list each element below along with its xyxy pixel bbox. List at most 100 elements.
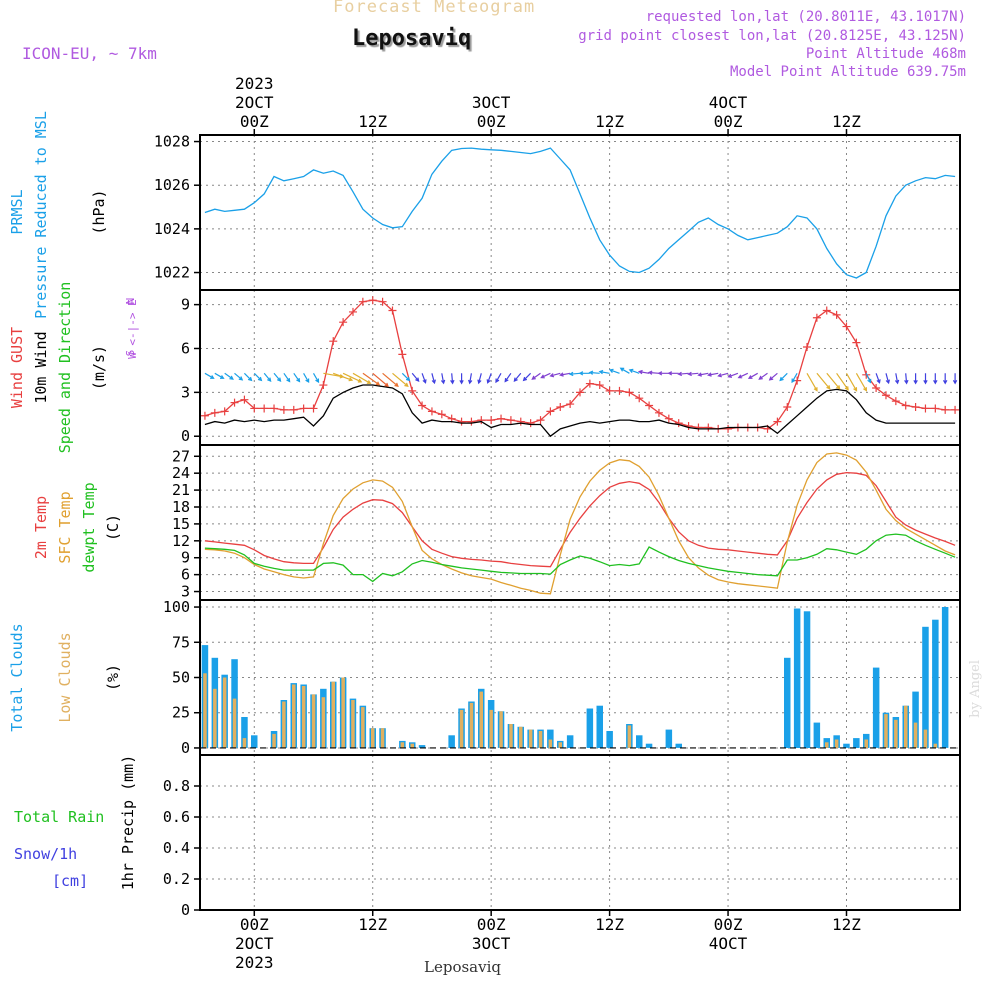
wind-direction-arrow: [431, 373, 436, 385]
wind-wind-gust-marker: [516, 417, 525, 426]
wind-direction-arrow: [747, 372, 758, 379]
pressure-prmsl-line: [204, 147, 956, 279]
wind-direction-arrow: [952, 373, 958, 385]
wind-direction-arrow: [885, 373, 890, 385]
wind-direction-arrow: [697, 372, 709, 377]
clouds-low-clouds-bar: [884, 714, 888, 748]
wind-wind-gust-marker: [881, 391, 890, 400]
wind-wind-gust-marker: [921, 404, 930, 413]
wind-wind-gust-marker: [684, 421, 693, 430]
wind-wind-gust-marker: [230, 398, 239, 407]
wind-wind-gust-marker: [822, 306, 831, 315]
precipitation-ytick-label: 0.8: [163, 777, 190, 795]
wind-wind-gust-marker: [891, 397, 900, 406]
wind-axis-label: 10m Wind: [32, 331, 50, 403]
wind-wind-gust-marker: [595, 381, 604, 390]
wind-wind-gust-marker: [487, 416, 496, 425]
wind-direction-arrow: [513, 372, 522, 382]
wind-wind-gust-marker: [645, 401, 654, 410]
wind-direction-arrow: [440, 373, 446, 385]
clouds-low-clouds-bar: [825, 742, 829, 748]
clouds-total-clouds-bar: [418, 745, 426, 748]
wind-direction-arrow: [342, 372, 363, 383]
clouds-low-clouds-bar: [351, 700, 355, 748]
temperature-axis-label: (C): [104, 514, 122, 541]
wind-direction-arrow: [836, 372, 849, 391]
wind-wind-gust-marker: [348, 307, 357, 316]
wind-direction-arrow: [657, 371, 669, 376]
wind-direction-arrow: [619, 367, 630, 374]
wind-wind-gust-marker: [220, 407, 229, 416]
wind-wind-gust-marker: [852, 338, 861, 347]
wind-direction-arrow: [791, 373, 798, 384]
clouds-low-clouds-bar: [548, 739, 553, 748]
wind-wind-gust-marker: [437, 410, 446, 419]
wind-wind-gust-marker: [546, 407, 555, 416]
clouds-total-clouds-bar: [941, 607, 949, 748]
wind-direction-arrow: [913, 373, 918, 385]
temperature-plot-area: [204, 452, 956, 595]
wind-ytick-label: 3: [181, 383, 190, 401]
clouds-total-clouds-bar: [843, 743, 850, 748]
wind-direction-arrow: [477, 373, 482, 385]
wind-direction-arrow: [362, 372, 381, 386]
wind-direction-arrow: [826, 372, 841, 390]
wind-direction-arrow: [677, 371, 689, 377]
clouds-low-clouds-bar: [282, 701, 286, 748]
wind-axis-label: Speed and Direction: [56, 282, 74, 454]
clouds-low-clouds-bar: [311, 694, 316, 748]
clouds-low-clouds-bar: [232, 698, 237, 748]
wind-axis-label: (m/s): [90, 345, 108, 390]
clouds-low-clouds-bar: [864, 739, 868, 748]
wind-direction-arrow: [421, 373, 427, 384]
clouds-low-clouds-bar: [380, 728, 385, 748]
wind-wind-gust-marker: [398, 350, 407, 359]
wind-direction-arrow: [392, 372, 409, 388]
wind-wind-gust-marker: [279, 405, 288, 414]
temperature-ytick-label: 9: [181, 549, 190, 567]
clouds-ytick-label: 75: [172, 633, 190, 651]
clouds-low-clouds-bar: [933, 743, 938, 748]
wind-wind-gust-marker: [664, 414, 673, 423]
wind-wind-gust-marker: [625, 388, 634, 397]
clouds-low-clouds-bar: [834, 739, 839, 748]
wind-direction-arrow: [865, 373, 872, 384]
clouds-total-clouds-bar: [912, 691, 919, 748]
wind-10m-wind-line: [204, 384, 956, 438]
wind-wind-gust-marker: [250, 404, 259, 413]
wind-wind-gust-marker: [299, 404, 308, 413]
pressure-ytick-label: 1026: [154, 176, 190, 194]
pressure-ytick-label: 1024: [154, 220, 190, 238]
wind-wind-gust-marker: [832, 310, 841, 319]
wind-direction-arrow: [486, 373, 492, 384]
wind-plot-area: [200, 296, 960, 438]
temperature-ytick-label: 18: [172, 498, 190, 516]
wind-wind-gust-marker: [388, 306, 397, 315]
wind-direction-arrow: [647, 370, 660, 375]
wind-direction-arrow: [504, 372, 512, 383]
temperature-ytick-label: 12: [172, 532, 190, 550]
pressure-axis-label: PRMSL: [8, 189, 26, 234]
precipitation-frame: [199, 754, 961, 911]
wind-compass-north: N: [124, 298, 137, 305]
wind-direction-arrow: [727, 372, 739, 378]
clouds-low-clouds-bar: [371, 728, 375, 748]
wind-compass-axis: W <-|-> E: [126, 299, 139, 359]
wind-wind-gust-marker: [556, 402, 565, 411]
wind-wind-gust-marker: [339, 318, 348, 327]
clouds-total-clouds-bar: [251, 735, 258, 748]
wind-wind-gust-marker: [378, 297, 387, 306]
clouds-low-clouds-bar: [292, 684, 296, 748]
wind-direction-arrow: [779, 372, 788, 382]
wind-wind-gust-marker: [526, 419, 535, 428]
wind-wind-gust-marker: [240, 395, 249, 404]
wind-ytick-label: 0: [181, 427, 190, 445]
clouds-low-clouds-bar: [213, 688, 217, 748]
clouds-total-clouds-bar: [813, 722, 821, 748]
product-title: Forecast Meteogram: [333, 0, 536, 17]
clouds-low-clouds-bar: [923, 729, 928, 748]
clouds-low-clouds-bar: [203, 673, 207, 748]
wind-direction-arrow: [855, 373, 868, 392]
precipitation-ytick-label: 0.2: [163, 870, 190, 888]
wind-direction-arrow: [214, 372, 225, 379]
